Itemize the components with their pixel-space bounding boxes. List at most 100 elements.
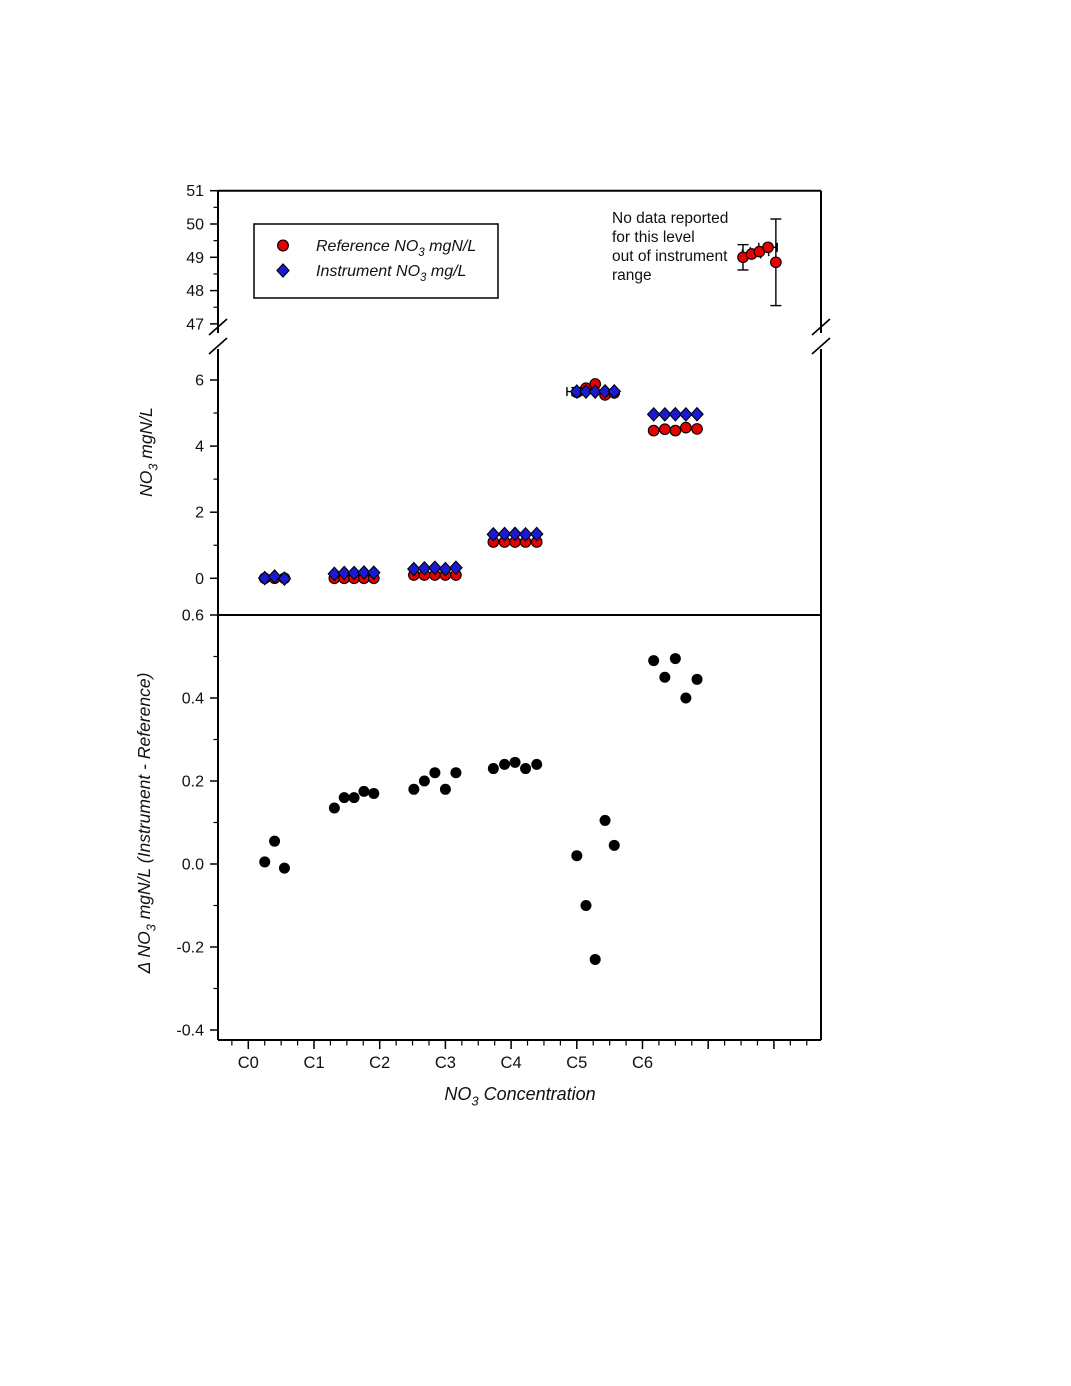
instrument-point: [449, 560, 463, 576]
instrument-point: [598, 383, 612, 399]
delta-point: [450, 767, 462, 779]
y-tick-label: 4: [195, 439, 204, 456]
reference-point: [658, 423, 671, 436]
delta-point: [328, 802, 340, 814]
reference-point: [691, 423, 703, 435]
top-y-axis-title: NO3 mgN/L: [136, 407, 160, 497]
instrument-point: [486, 526, 501, 542]
x-tick-label: C0: [238, 1054, 259, 1072]
x-axis-ticks: [231, 1040, 808, 1049]
y-tick-label: -0.2: [176, 940, 204, 957]
reference-point: [770, 256, 782, 269]
reference-series: [258, 378, 703, 585]
instrument-point: [679, 406, 693, 422]
top-panel-y-ticks: 51 50 49 48 47 6 4 2 0: [186, 183, 218, 588]
instrument-point: [657, 406, 672, 422]
y-tick-label: 2: [195, 505, 204, 522]
y-tick-label: -0.4: [176, 1023, 204, 1040]
instrument-point: [529, 526, 544, 542]
instrument-point: [646, 406, 661, 422]
break-slash: [811, 337, 831, 355]
y-tick-label: 51: [186, 183, 204, 200]
y-tick-label: 0.4: [182, 691, 204, 708]
axis-break-marks: [208, 318, 831, 355]
reference-point: [680, 421, 692, 434]
delta-point: [269, 835, 281, 847]
instrument-point: [366, 565, 381, 581]
reference-point: [762, 241, 774, 254]
instrument-point: [690, 406, 704, 422]
delta-point: [680, 692, 692, 704]
y-tick-label: 47: [186, 316, 204, 333]
break-slash: [208, 337, 228, 355]
y-tick-label: 0.6: [182, 608, 204, 625]
delta-point: [599, 814, 611, 826]
instrument-point: [588, 384, 603, 399]
instrument-point: [257, 570, 272, 586]
legend: Reference NO3 mgN/L Instrument NO3 mg/L: [253, 223, 499, 299]
instrument-point: [438, 561, 453, 577]
break-slash: [208, 318, 228, 336]
delta-point: [648, 655, 660, 667]
instrument-point: [518, 526, 533, 542]
y-tick-label: 0: [195, 571, 204, 588]
delta-point: [439, 783, 451, 795]
delta-point: [368, 787, 380, 799]
delta-point: [408, 783, 420, 795]
delta-point: [659, 671, 671, 683]
legend-instrument-marker: [276, 263, 290, 278]
delta-series: [259, 653, 703, 965]
y-tick-label: 0.2: [182, 774, 204, 791]
bottom-y-axis-title: Δ NO3 mgN/L (Instrument - Reference): [134, 673, 158, 975]
delta-point: [520, 763, 532, 775]
x-axis-title: NO3 Concentration: [444, 1084, 595, 1108]
annotation-no-data: No data reported for this level out of ins…: [612, 210, 728, 284]
delta-point: [499, 758, 511, 770]
x-tick-label: C3: [435, 1054, 456, 1072]
delta-point: [348, 792, 360, 804]
annotation-line: out of instrument: [612, 248, 728, 265]
delta-point: [358, 785, 370, 797]
instrument-point: [607, 383, 622, 399]
delta-point: [571, 850, 583, 862]
y-tick-label: 0.0: [182, 857, 204, 874]
instrument-point: [668, 406, 683, 422]
reference-series-upper: [737, 218, 782, 307]
x-tick-label: C5: [566, 1054, 587, 1072]
break-slash: [811, 318, 831, 336]
instrument-point: [337, 565, 352, 581]
instrument-point: [347, 565, 361, 581]
legend-box: [253, 223, 499, 299]
x-tick-label: C2: [369, 1054, 390, 1072]
instrument-point: [579, 384, 593, 399]
delta-point: [531, 758, 543, 770]
legend-label: Instrument NO3 mg/L: [316, 263, 466, 284]
y-tick-label: 50: [186, 217, 204, 234]
instrument-point: [267, 569, 282, 584]
delta-point: [691, 673, 703, 685]
legend-label: Reference NO3 mgN/L: [316, 238, 476, 259]
legend-reference-marker: [277, 239, 289, 252]
delta-point: [509, 756, 521, 768]
instrument-point: [508, 526, 522, 542]
delta-point: [259, 856, 271, 868]
delta-point: [669, 653, 681, 665]
delta-point: [589, 953, 601, 965]
instrument-point: [357, 565, 371, 580]
delta-point: [608, 839, 620, 851]
instrument-point: [569, 384, 584, 399]
bottom-panel-y-ticks: 0.6 0.4 0.2 0.0 -0.2 -0.4: [176, 608, 218, 1040]
instrument-point: [497, 526, 512, 542]
instrument-point: [417, 560, 432, 576]
annotation-line: range: [612, 267, 652, 284]
reference-point: [647, 424, 660, 437]
delta-point: [278, 862, 290, 874]
annotation-line: for this level: [612, 229, 695, 246]
instrument-point: [327, 566, 342, 582]
instrument-point: [277, 571, 292, 587]
delta-point: [580, 900, 592, 911]
x-tick-label: C6: [632, 1054, 653, 1072]
y-tick-label: 48: [186, 283, 204, 300]
